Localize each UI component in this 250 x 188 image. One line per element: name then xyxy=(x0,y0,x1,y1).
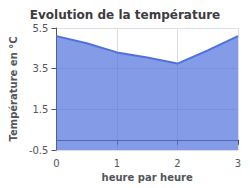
svg-text:3.5: 3.5 xyxy=(33,63,49,74)
svg-text:2: 2 xyxy=(174,158,180,169)
svg-text:Température en °C: Température en °C xyxy=(8,36,19,141)
svg-text:3: 3 xyxy=(235,158,241,169)
svg-text:heure par heure: heure par heure xyxy=(102,172,193,183)
svg-text:1: 1 xyxy=(114,158,120,169)
svg-text:Evolution de la température: Evolution de la température xyxy=(30,8,221,22)
svg-text:0: 0 xyxy=(53,158,59,169)
svg-text:-0.5: -0.5 xyxy=(29,145,49,156)
svg-text:5.5: 5.5 xyxy=(33,23,49,34)
svg-text:1.5: 1.5 xyxy=(33,104,49,115)
